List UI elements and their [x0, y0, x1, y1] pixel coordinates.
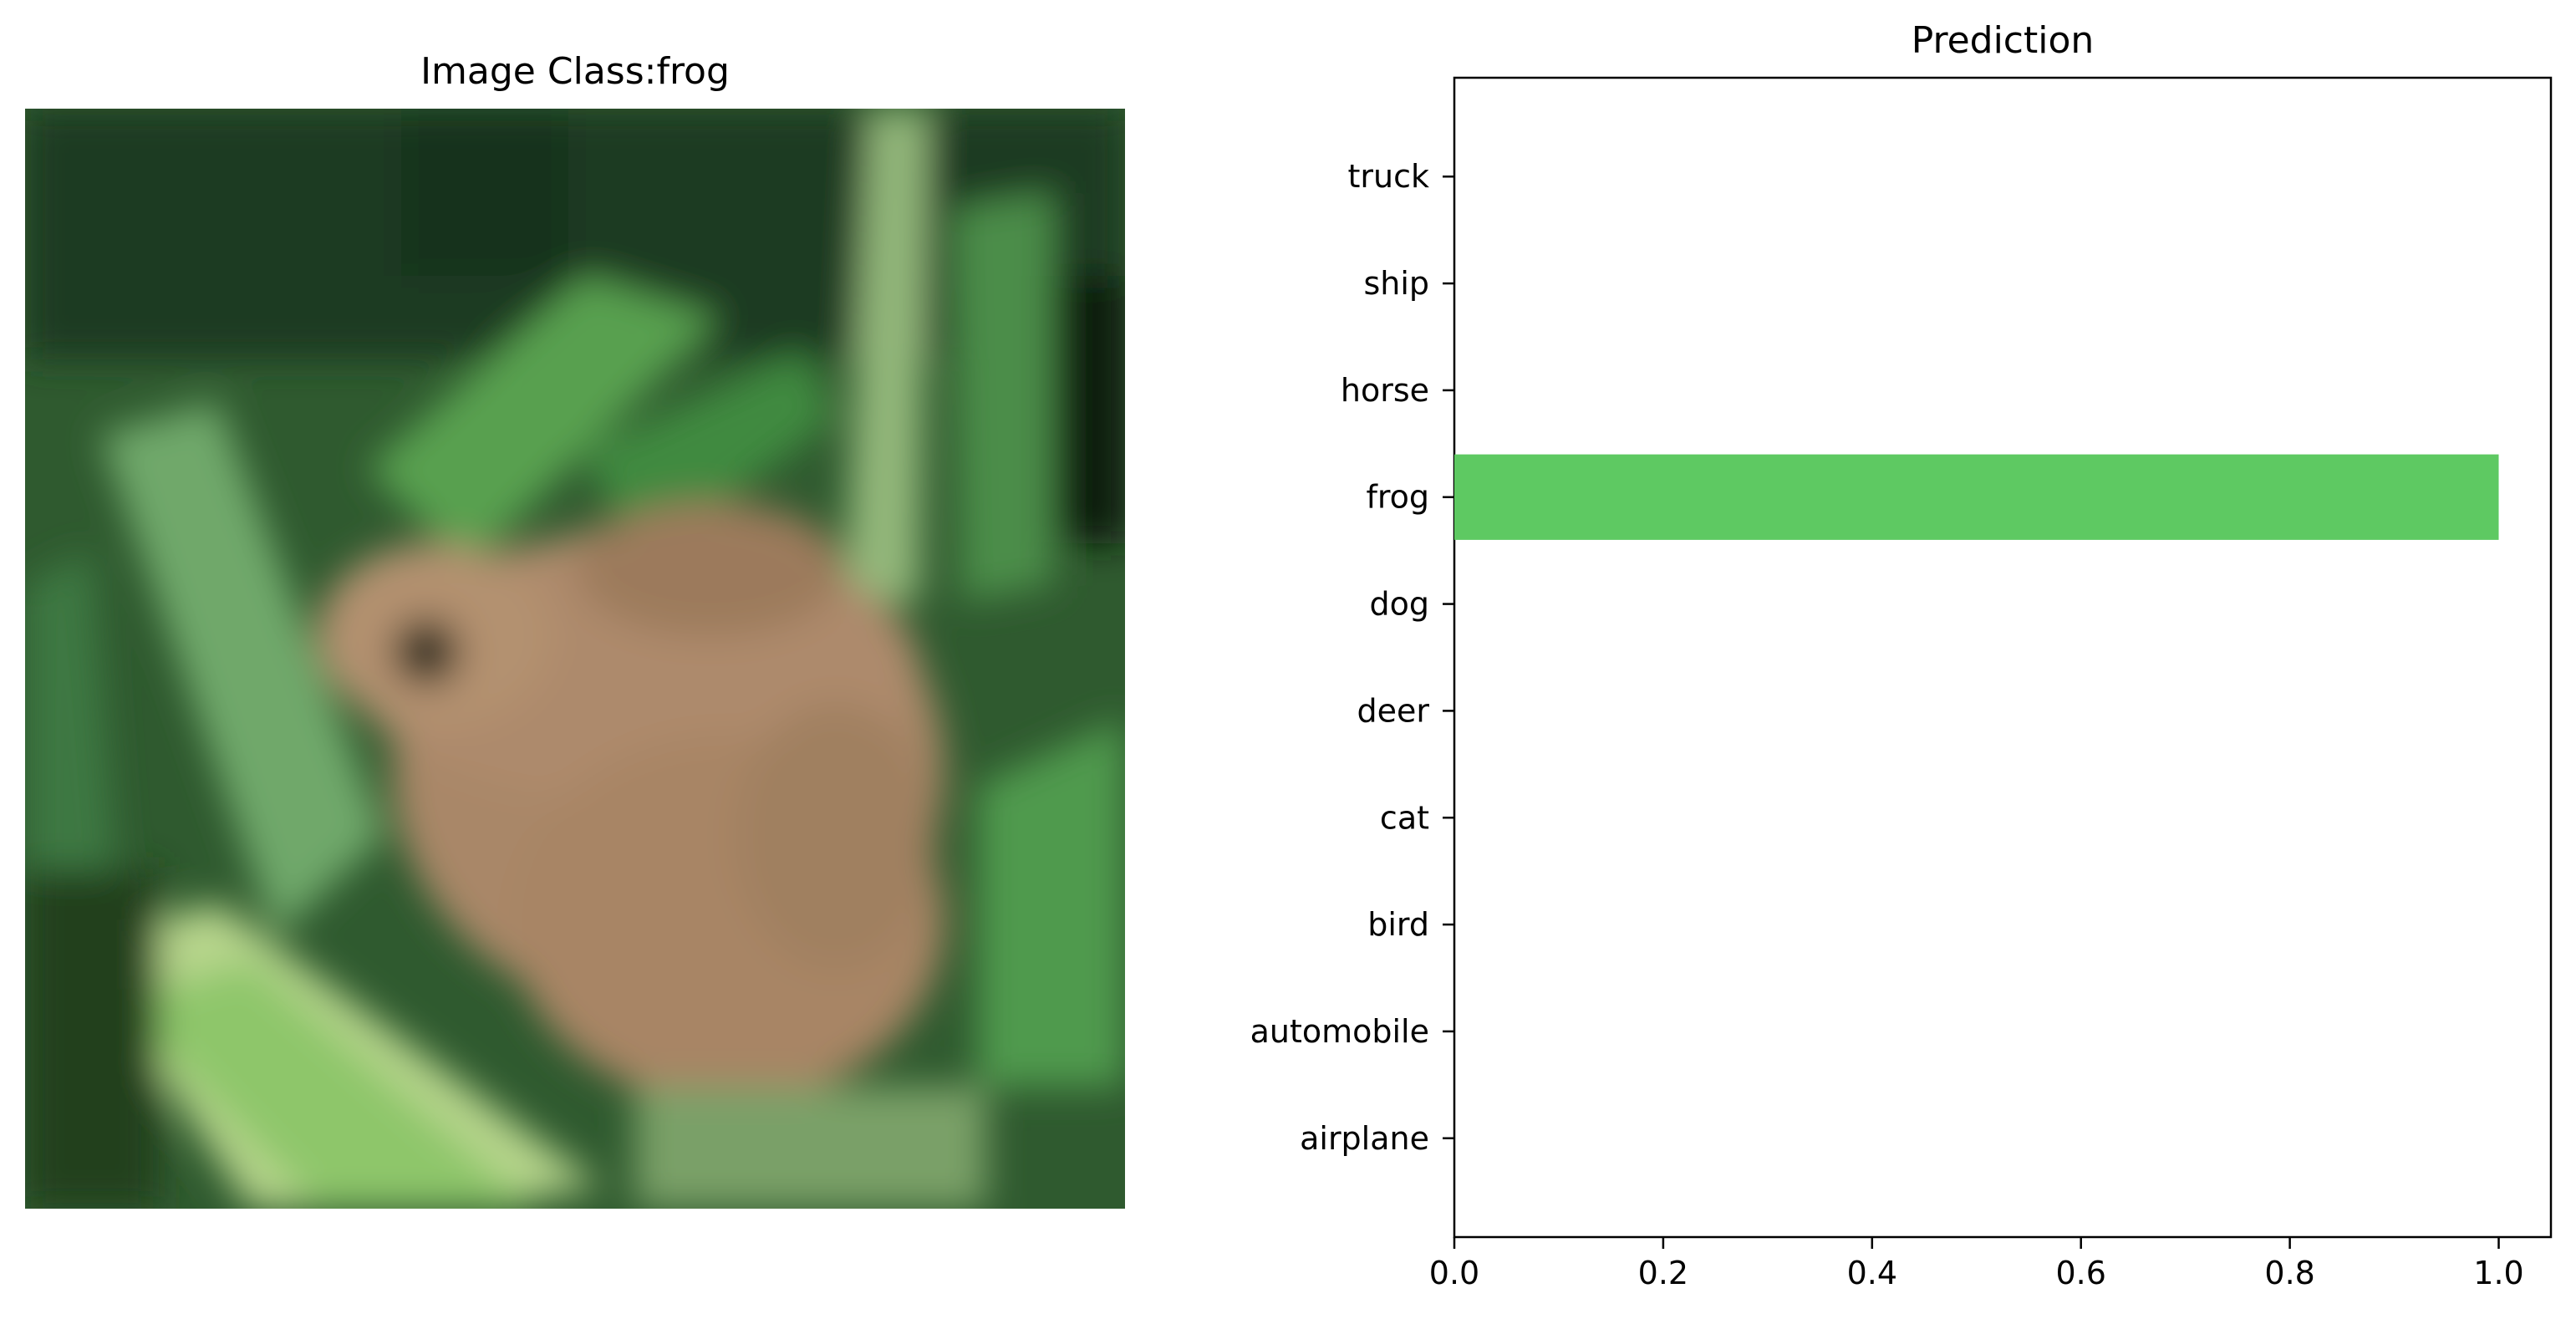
x-tick-label: 0.0 — [1429, 1255, 1479, 1291]
frog-photo-icon — [25, 109, 1125, 1209]
x-axis-ticks: 0.0 0.2 0.4 0.6 0.8 1.0 — [1429, 1237, 2524, 1291]
y-tick-label-ship: ship — [1363, 265, 1429, 302]
x-tick-label: 0.6 — [2055, 1255, 2105, 1291]
bars-group — [1454, 454, 2499, 540]
y-tick-label-bird: bird — [1367, 906, 1429, 943]
x-tick-label: 0.4 — [1847, 1255, 1897, 1291]
y-tick-label-deer: deer — [1357, 692, 1429, 729]
x-tick-label: 0.2 — [1638, 1255, 1688, 1291]
image-title: Image Class:frog — [420, 50, 730, 93]
y-tick-label-horse: horse — [1341, 372, 1429, 409]
x-tick-label: 0.8 — [2264, 1255, 2314, 1291]
y-tick-label-frog: frog — [1366, 479, 1429, 516]
prediction-chart: airplane automobile bird cat deer dog frog hors… — [1250, 76, 2553, 1291]
plot-area-frame — [1453, 76, 2553, 1239]
bar-frog — [1454, 454, 2499, 540]
y-tick-label-dog: dog — [1370, 586, 1430, 623]
y-tick-label-airplane: airplane — [1300, 1120, 1429, 1157]
y-tick-label-cat: cat — [1380, 799, 1429, 836]
y-tick-label-automobile: automobile — [1250, 1013, 1429, 1050]
chart-title: Prediction — [1912, 19, 2095, 62]
y-tick-label-truck: truck — [1347, 158, 1429, 195]
y-axis-ticks: airplane automobile bird cat deer dog frog hors… — [1250, 158, 1454, 1157]
x-tick-label: 1.0 — [2473, 1255, 2523, 1291]
